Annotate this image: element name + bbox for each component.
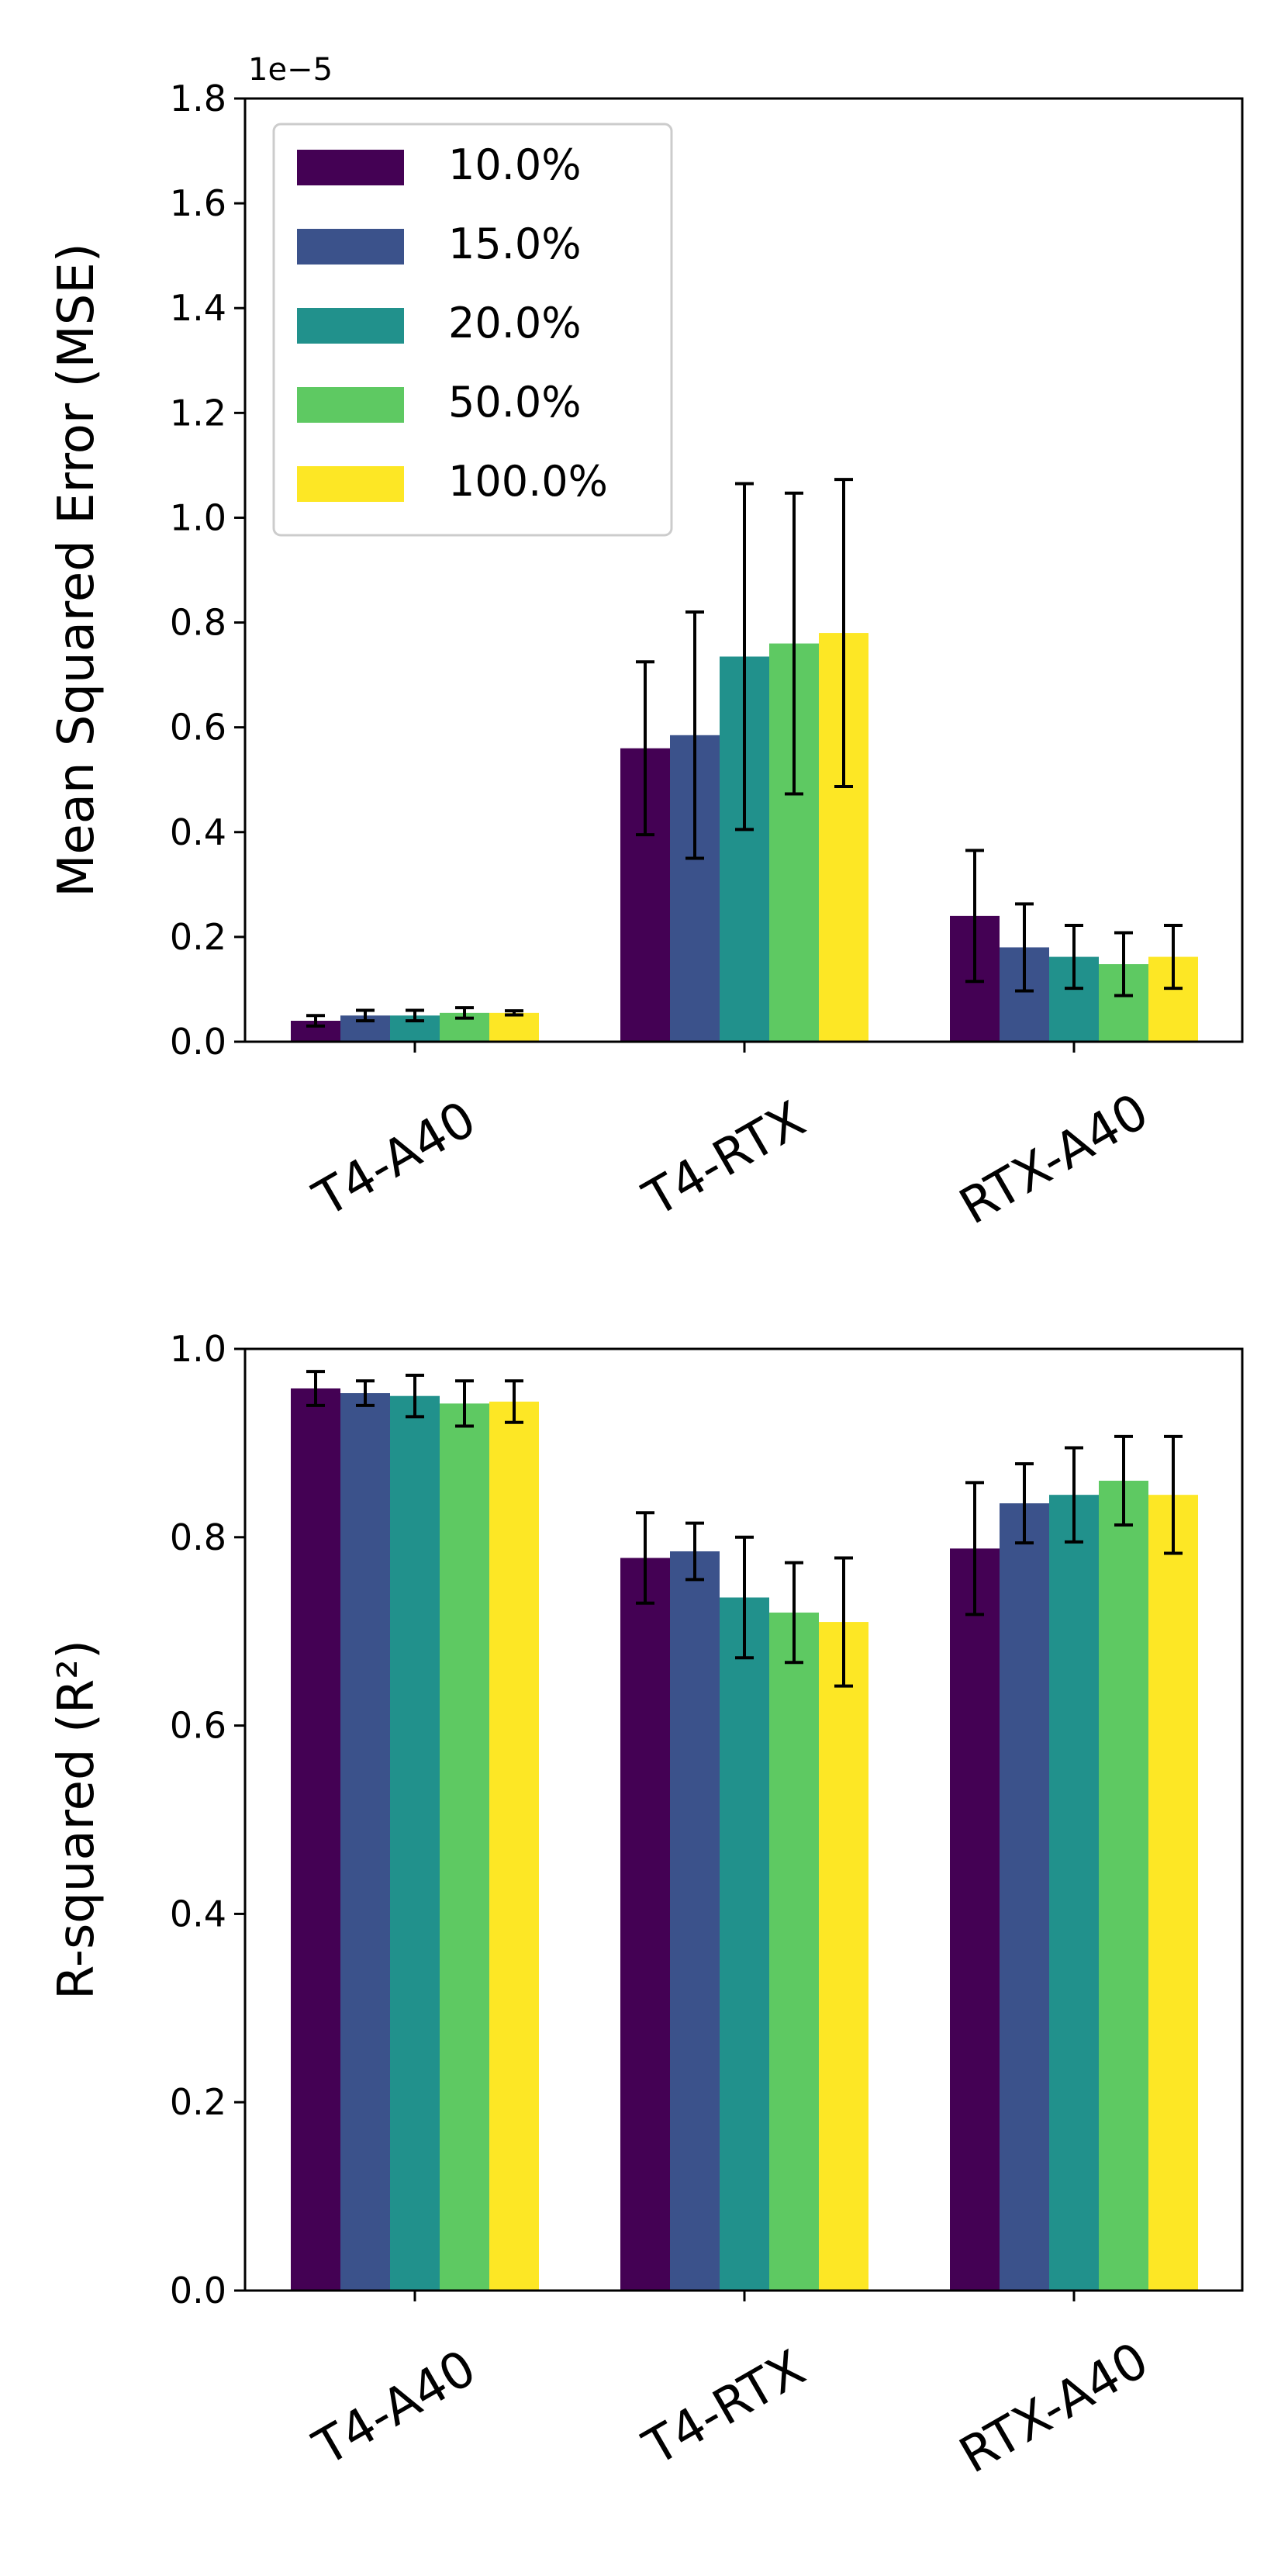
r2-bar xyxy=(819,1622,868,2291)
r2-error-bar xyxy=(406,1373,424,1419)
mse-bars xyxy=(291,633,1198,1042)
r2-error-bar xyxy=(1065,1446,1083,1544)
mse-error-bar xyxy=(406,1008,424,1022)
mse-error-bar xyxy=(455,1006,474,1020)
legend-item: 50.0% xyxy=(297,378,582,427)
r2-bar xyxy=(1148,1495,1198,2291)
r2-bar xyxy=(670,1551,720,2291)
r2-y-tick-label: 0.0 xyxy=(170,2270,226,2311)
mse-y-tick-label: 1.2 xyxy=(170,392,226,434)
mse-y-tick-label: 1.8 xyxy=(170,78,226,119)
r2-error-bar xyxy=(735,1535,754,1660)
mse-y-tick-label: 0.8 xyxy=(170,602,226,644)
r2-error-bar xyxy=(1015,1462,1034,1545)
legend-swatch xyxy=(297,466,404,502)
r2-error-bar xyxy=(685,1521,704,1582)
mse-y-axis-title: Mean Squared Error (MSE) xyxy=(48,243,105,897)
r2-bar xyxy=(340,1393,390,2291)
mse-error-bar xyxy=(735,482,754,832)
r2-y-axis: 0.0 0.2 0.4 0.6 0.8 1.0 xyxy=(170,1328,245,2311)
r2-bar xyxy=(489,1401,539,2291)
r2-error-bar xyxy=(306,1370,325,1407)
mse-error-bar xyxy=(1114,931,1133,998)
mse-y-tick-label: 1.0 xyxy=(170,496,226,538)
legend-label: 100.0% xyxy=(448,457,608,506)
r2-bar xyxy=(440,1403,489,2291)
legend-frame xyxy=(272,123,673,537)
mse-error-bars xyxy=(306,478,1183,1028)
r2-y-tick-label: 1.0 xyxy=(170,1328,226,1370)
legend-item: 15.0% xyxy=(297,220,582,268)
r2-bar xyxy=(390,1395,440,2291)
r2-y-tick-label: 0.6 xyxy=(170,1705,226,1747)
legend-item: 10.0% xyxy=(297,140,582,189)
mse-y-tick-label: 0.0 xyxy=(170,1021,226,1063)
mse-error-bar xyxy=(685,610,704,860)
mse-bar xyxy=(489,1012,539,1042)
mse-error-bar xyxy=(834,478,853,789)
r2-error-bar xyxy=(636,1511,654,1605)
legend-label: 10.0% xyxy=(448,140,582,189)
r2-error-bar xyxy=(1164,1434,1183,1555)
r2-error-bar xyxy=(965,1481,984,1616)
legend-label: 20.0% xyxy=(448,299,582,348)
r2-error-bar xyxy=(505,1379,523,1424)
r2-error-bar xyxy=(455,1379,474,1428)
legend-swatch xyxy=(297,308,404,344)
mse-error-bar xyxy=(1164,924,1183,991)
r2-error-bar xyxy=(785,1561,803,1665)
r2-bar xyxy=(620,1558,670,2291)
r2-bar xyxy=(769,1612,819,2291)
r2-error-bar xyxy=(834,1556,853,1688)
r2-y-tick-label: 0.8 xyxy=(170,1516,226,1558)
legend-item: 20.0% xyxy=(297,299,582,348)
r2-error-bar xyxy=(1114,1434,1133,1527)
mse-error-bar xyxy=(1065,924,1083,991)
r2-bar xyxy=(1099,1480,1148,2291)
mse-y-tick-label: 1.6 xyxy=(170,182,226,224)
mse-y-tick-label: 0.6 xyxy=(170,707,226,749)
mse-offset-label: 1e−5 xyxy=(248,52,333,88)
r2-bars xyxy=(291,1388,1198,2291)
mse-error-bar xyxy=(965,849,984,984)
mse-error-bar xyxy=(505,1009,523,1017)
legend-item: 100.0% xyxy=(297,457,608,506)
legend: 10.0% 15.0% 20.0% 50.0% 100.0% xyxy=(272,123,673,537)
legend-swatch xyxy=(297,150,404,185)
r2-error-bars xyxy=(306,1370,1183,1688)
r2-y-tick-label: 0.2 xyxy=(170,2081,226,2123)
mse-y-tick-label: 1.4 xyxy=(170,287,226,329)
r2-bar xyxy=(950,1548,1000,2291)
legend-label: 15.0% xyxy=(448,220,582,268)
r2-bar xyxy=(291,1388,340,2291)
mse-error-bar xyxy=(1015,902,1034,993)
r2-y-axis-title: R-squared (R²) xyxy=(48,1640,105,2000)
mse-error-bar xyxy=(306,1014,325,1028)
r2-bar xyxy=(1000,1503,1049,2291)
r2-y-tick-label: 0.4 xyxy=(170,1893,226,1935)
r2-bar xyxy=(720,1597,769,2291)
r2-error-bar xyxy=(356,1379,375,1407)
legend-swatch xyxy=(297,229,404,265)
mse-error-bar xyxy=(636,660,654,837)
mse-error-bar xyxy=(785,491,803,796)
legend-swatch xyxy=(297,387,404,423)
mse-y-axis: 0.0 0.2 0.4 0.6 0.8 1.0 1.2 1.4 1.6 1.8 xyxy=(170,78,245,1063)
mse-y-tick-label: 0.2 xyxy=(170,916,226,958)
legend-label: 50.0% xyxy=(448,378,582,427)
r2-bar xyxy=(1049,1495,1099,2291)
mse-error-bar xyxy=(356,1008,375,1022)
mse-y-tick-label: 0.4 xyxy=(170,811,226,853)
r2-chart: 0.00.20.40.60.81.0 T4-A40 T4-RTX RTX-A40 R… xyxy=(48,1328,1244,2484)
